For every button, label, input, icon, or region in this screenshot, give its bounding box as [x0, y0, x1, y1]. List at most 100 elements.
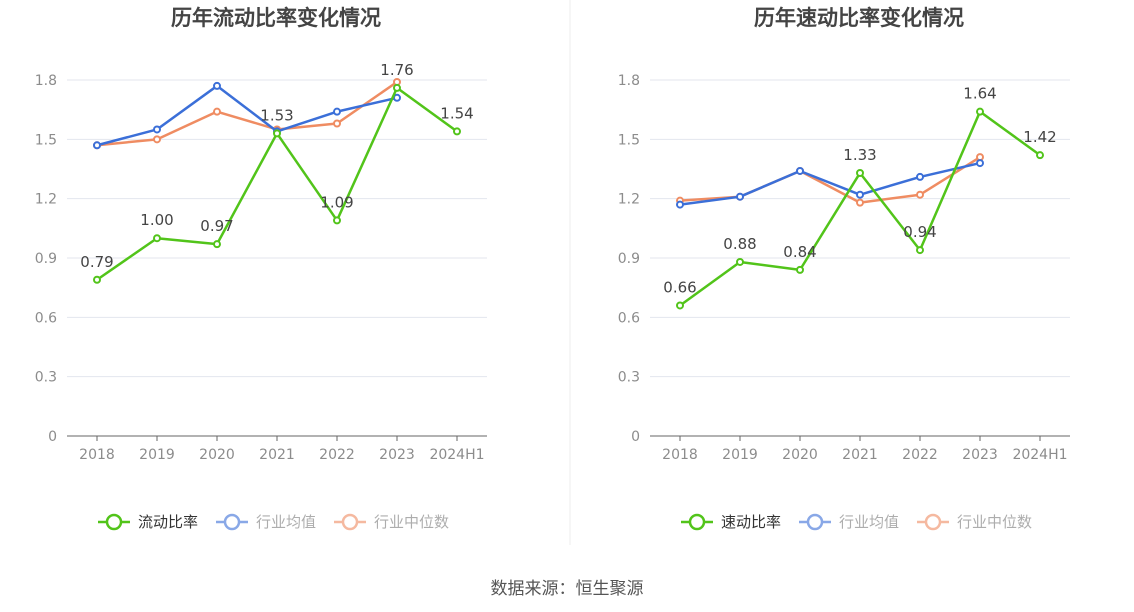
data-point-industry_avg: [676, 200, 684, 209]
data-point-company: [856, 168, 864, 177]
data-point-industry_median: [213, 107, 221, 116]
data-label: 1.09: [320, 193, 353, 211]
x-tick-label: 2021: [842, 447, 878, 463]
y-tick-label: 0: [48, 429, 57, 445]
legend-label: 速动比率: [721, 513, 781, 531]
data-point-industry_avg: [736, 192, 744, 201]
data-point-company: [736, 257, 744, 266]
data-label: 0.88: [723, 235, 756, 253]
legend-marker: [223, 513, 241, 531]
legend-item-company: 速动比率: [681, 513, 781, 531]
chart-panel-2: 历年速动比率变化情况 0 0.3 0.6 0.9 1.2 1.5 1.8 2018 2019 202…: [618, 6, 1070, 531]
data-label: 1.42: [1023, 128, 1056, 146]
legend-label: 行业中位数: [374, 513, 449, 531]
data-label: 0.79: [80, 253, 113, 271]
x-tick-label: 2023: [962, 447, 998, 463]
legend-item-industry_median: 行业中位数: [917, 513, 1032, 531]
chart-title: 历年速动比率变化情况: [754, 6, 964, 30]
x-tick-label: 2020: [199, 447, 235, 463]
data-point-industry_avg: [153, 125, 161, 134]
data-point-company: [916, 246, 924, 255]
legend-label: 行业均值: [256, 513, 316, 531]
data-label: 1.53: [260, 106, 293, 124]
x-tick-label: 2024H1: [429, 447, 484, 463]
legend-marker: [924, 513, 942, 531]
y-tick-label: 1.8: [618, 73, 640, 89]
y-tick-label: 0.3: [35, 370, 57, 386]
series-line-company: [679, 110, 1041, 307]
data-label: 1.54: [440, 104, 473, 122]
y-tick-label: 0.6: [35, 310, 57, 326]
legend-marker: [341, 513, 359, 531]
x-tick-label: 2021: [259, 447, 295, 463]
data-point-industry_avg: [213, 81, 221, 90]
y-tick-label: 1.5: [618, 132, 640, 148]
legend-marker: [806, 513, 824, 531]
legend-marker: [688, 513, 706, 531]
data-label: 0.94: [903, 223, 936, 241]
y-tick-label: 1.8: [35, 73, 57, 89]
chart-panel-1: 历年流动比率变化情况 0 0.3 0.6 0.9 1.2 1.5 1.8 2018 2019 202…: [35, 6, 487, 531]
x-tick-label: 2019: [722, 447, 758, 463]
data-point-company: [333, 216, 341, 225]
legend-item-industry_avg: 行业均值: [799, 513, 899, 531]
legend-item-company: 流动比率: [98, 513, 198, 531]
y-tick-label: 0.9: [35, 251, 57, 267]
data-label: 0.97: [200, 217, 233, 235]
x-tick-label: 2024H1: [1012, 447, 1067, 463]
y-tick-label: 0: [631, 429, 640, 445]
legend-marker: [105, 513, 123, 531]
data-point-company: [273, 129, 281, 138]
chart-title: 历年流动比率变化情况: [171, 6, 381, 30]
legend-label: 行业均值: [839, 513, 899, 531]
data-point-industry_avg: [976, 159, 984, 168]
y-tick-label: 0.3: [618, 370, 640, 386]
legend-item-industry_avg: 行业均值: [216, 513, 316, 531]
data-point-company: [93, 275, 101, 284]
data-label: 0.84: [783, 243, 816, 261]
legend-label: 行业中位数: [957, 513, 1032, 531]
series-line-industry_median: [679, 156, 981, 204]
data-point-company: [453, 127, 461, 136]
data-point-company: [153, 234, 161, 243]
y-tick-label: 1.5: [35, 132, 57, 148]
data-point-company: [393, 83, 401, 92]
data-point-industry_median: [856, 198, 864, 207]
data-point-company: [213, 240, 221, 249]
data-point-company: [1036, 151, 1044, 160]
data-point-industry_median: [153, 135, 161, 144]
y-tick-label: 0.9: [618, 251, 640, 267]
data-label: 1.64: [963, 85, 996, 103]
series-line-industry_avg: [96, 84, 398, 147]
data-label: 1.00: [140, 211, 173, 229]
data-label: 1.76: [380, 61, 413, 79]
series-line-industry_avg: [679, 161, 981, 206]
x-tick-label: 2022: [319, 447, 355, 463]
data-point-industry_avg: [333, 107, 341, 116]
x-tick-label: 2022: [902, 447, 938, 463]
series-line-industry_median: [96, 80, 398, 147]
x-tick-label: 2018: [79, 447, 115, 463]
y-tick-label: 1.2: [35, 192, 57, 208]
data-point-industry_avg: [916, 172, 924, 181]
data-label: 0.66: [663, 278, 696, 296]
x-tick-label: 2020: [782, 447, 818, 463]
x-tick-label: 2019: [139, 447, 175, 463]
data-point-industry_avg: [856, 190, 864, 199]
x-tick-label: 2023: [379, 447, 415, 463]
y-tick-label: 1.2: [618, 192, 640, 208]
data-point-company: [976, 107, 984, 116]
data-point-industry_avg: [393, 93, 401, 102]
legend-label: 流动比率: [138, 513, 198, 531]
x-tick-label: 2018: [662, 447, 698, 463]
data-point-company: [796, 265, 804, 274]
data-point-industry_median: [333, 119, 341, 128]
data-point-industry_median: [916, 190, 924, 199]
data-source-note: 数据来源：恒生聚源: [490, 579, 644, 599]
data-point-industry_avg: [93, 141, 101, 150]
data-point-industry_avg: [796, 166, 804, 175]
legend-item-industry_median: 行业中位数: [334, 513, 449, 531]
data-point-company: [676, 301, 684, 310]
data-label: 1.33: [843, 146, 876, 164]
